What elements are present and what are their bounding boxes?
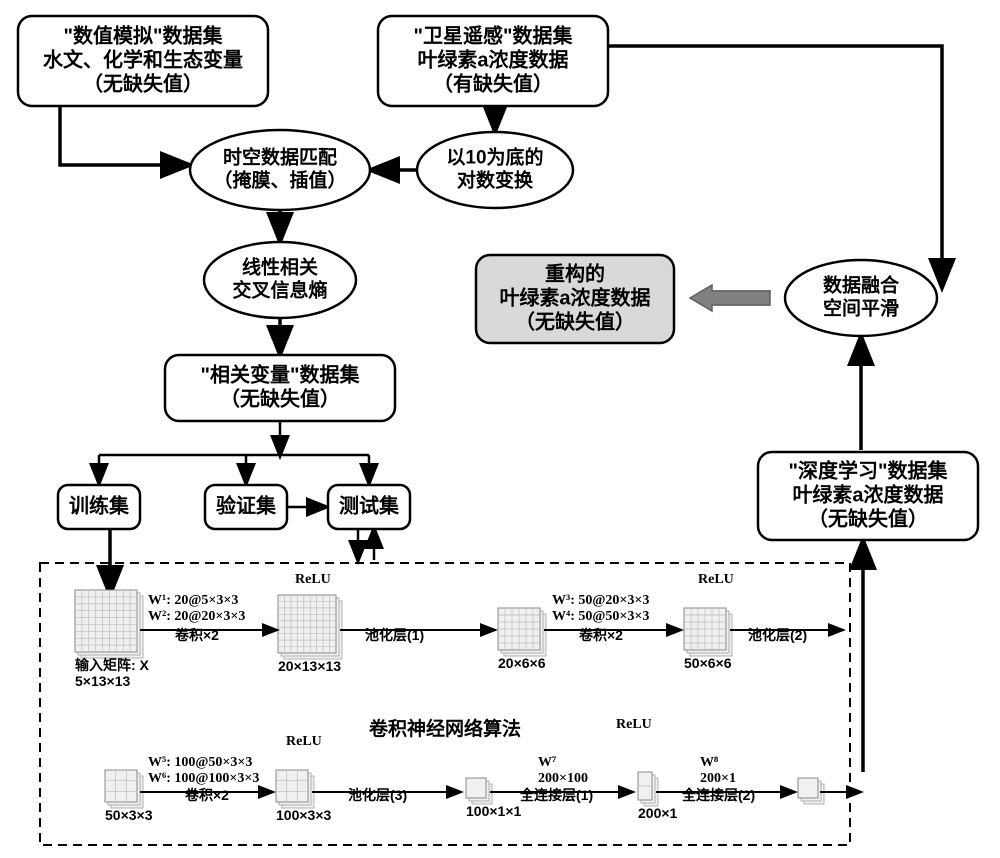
cnn-labels: W³: 50@20×3×3W⁴: 50@50×3×3 bbox=[552, 593, 649, 624]
svg-text:200×1: 200×1 bbox=[638, 805, 678, 821]
svg-text:数据融合: 数据融合 bbox=[823, 274, 900, 297]
thick-arrow bbox=[690, 285, 770, 311]
cnn-op: 全连接层(2) bbox=[681, 787, 755, 803]
svg-text:"相关变量"数据集: "相关变量"数据集 bbox=[201, 362, 361, 386]
cnn-op: 卷积×2 bbox=[184, 787, 229, 803]
svg-text:训练集: 训练集 bbox=[69, 493, 130, 517]
svg-text:叶绿素a浓度数据: 叶绿素a浓度数据 bbox=[417, 47, 568, 71]
svg-text:（无缺失值）: （无缺失值） bbox=[83, 71, 203, 95]
svg-text:（有缺失值）: （有缺失值） bbox=[433, 71, 553, 95]
cnn-relu: ReLU bbox=[286, 734, 322, 749]
svg-text:（无缺失值）: （无缺失值） bbox=[808, 506, 928, 530]
edge bbox=[608, 46, 942, 286]
svg-text:全连接层(2): 全连接层(2) bbox=[681, 787, 755, 803]
edge bbox=[60, 106, 188, 165]
cnn-relu: ReLU bbox=[698, 572, 734, 587]
svg-text:W⁴: 50@50×3×3: W⁴: 50@50×3×3 bbox=[552, 609, 649, 624]
n3: 时空数据匹配（掩膜、插值） bbox=[190, 130, 370, 210]
cnn-grid: 100×3×3 bbox=[276, 770, 331, 823]
n5: 线性相关交叉信息熵 bbox=[204, 242, 356, 318]
cnn-relu: ReLU bbox=[295, 572, 331, 587]
svg-text:W³: 50@20×3×3: W³: 50@20×3×3 bbox=[552, 593, 649, 608]
svg-text:100×3×3: 100×3×3 bbox=[276, 807, 331, 823]
svg-text:"深度学习"数据集: "深度学习"数据集 bbox=[789, 458, 949, 482]
svg-text:"卫星遥感"数据集: "卫星遥感"数据集 bbox=[414, 23, 574, 47]
svg-text:时空数据匹配: 时空数据匹配 bbox=[223, 146, 337, 169]
svg-text:200×1: 200×1 bbox=[700, 771, 736, 786]
cnn-grid: 200×1 bbox=[638, 772, 678, 821]
svg-text:水文、化学和生态变量: 水文、化学和生态变量 bbox=[43, 47, 243, 71]
svg-text:W⁵: 100@50×3×3: W⁵: 100@50×3×3 bbox=[148, 755, 252, 770]
svg-text:以10为底的: 以10为底的 bbox=[446, 146, 543, 169]
svg-text:全连接层(1): 全连接层(1) bbox=[519, 787, 593, 803]
svg-text:卷积×2: 卷积×2 bbox=[184, 787, 229, 803]
svg-text:ReLU: ReLU bbox=[286, 734, 322, 749]
n6: "相关变量"数据集（无缺失值） bbox=[165, 355, 395, 421]
cnn-labels: W⁸200×1 bbox=[700, 755, 736, 786]
svg-text:ReLU: ReLU bbox=[698, 572, 734, 587]
n7: 训练集 bbox=[58, 485, 140, 529]
svg-text:50×6×6: 50×6×6 bbox=[684, 655, 732, 671]
n1: "数值模拟"数据集水文、化学和生态变量（无缺失值） bbox=[18, 16, 268, 106]
svg-text:测试集: 测试集 bbox=[339, 493, 400, 517]
n2: "卫星遥感"数据集叶绿素a浓度数据（有缺失值） bbox=[378, 16, 608, 106]
svg-text:W¹: 20@5×3×3: W¹: 20@5×3×3 bbox=[148, 593, 238, 608]
svg-text:重构的: 重构的 bbox=[545, 261, 605, 285]
svg-text:20×13×13: 20×13×13 bbox=[278, 658, 341, 674]
n8: 验证集 bbox=[205, 485, 287, 529]
svg-text:线性相关: 线性相关 bbox=[242, 256, 318, 279]
svg-text:ReLU: ReLU bbox=[295, 572, 331, 587]
cnn-labels: W¹: 20@5×3×3W²: 20@20×3×3 bbox=[148, 593, 245, 624]
n12: "深度学习"数据集叶绿素a浓度数据（无缺失值） bbox=[758, 452, 978, 540]
svg-text:验证集: 验证集 bbox=[216, 493, 277, 517]
cnn-grid: 20×6×6 bbox=[498, 608, 546, 671]
cnn-relu: ReLU bbox=[616, 717, 652, 732]
svg-text:对数变换: 对数变换 bbox=[457, 168, 534, 191]
svg-text:5×13×13: 5×13×13 bbox=[75, 673, 130, 689]
cnn-labels: W⁷200×100 bbox=[538, 755, 588, 786]
svg-text:200×100: 200×100 bbox=[538, 771, 588, 786]
svg-text:W⁷: W⁷ bbox=[538, 755, 556, 770]
svg-text:叶绿素a浓度数据: 叶绿素a浓度数据 bbox=[499, 285, 650, 309]
svg-text:叶绿素a浓度数据: 叶绿素a浓度数据 bbox=[792, 482, 943, 506]
svg-text:ReLU: ReLU bbox=[616, 717, 652, 732]
n9: 测试集 bbox=[328, 485, 410, 529]
n10: 重构的叶绿素a浓度数据（无缺失值） bbox=[476, 255, 674, 343]
cnn-grid: 50×3×3 bbox=[105, 770, 153, 823]
svg-text:（无缺失值）: （无缺失值） bbox=[220, 386, 340, 410]
svg-text:100×1×1: 100×1×1 bbox=[466, 803, 521, 819]
svg-text:（掩膜、插值）: （掩膜、插值） bbox=[213, 168, 346, 191]
svg-text:20×6×6: 20×6×6 bbox=[498, 655, 546, 671]
svg-text:池化层(3): 池化层(3) bbox=[348, 787, 407, 803]
cnn-op: 池化层(3) bbox=[348, 787, 407, 803]
svg-text:输入矩阵: X: 输入矩阵: X bbox=[75, 657, 150, 673]
svg-text:W⁶: 100@100×3×3: W⁶: 100@100×3×3 bbox=[148, 771, 259, 786]
cnn-grid: 100×1×1 bbox=[466, 778, 521, 819]
svg-text:W⁸: W⁸ bbox=[700, 755, 718, 770]
svg-text:空间平滑: 空间平滑 bbox=[823, 296, 899, 319]
n11: 数据融合空间平滑 bbox=[785, 260, 937, 336]
cnn-labels: W⁵: 100@50×3×3W⁶: 100@100×3×3 bbox=[148, 755, 259, 786]
cnn-grid: 50×6×6 bbox=[684, 608, 732, 671]
svg-text:（无缺失值）: （无缺失值） bbox=[515, 309, 635, 333]
cnn-title: 卷积神经网络算法 bbox=[368, 717, 521, 740]
svg-text:交叉信息熵: 交叉信息熵 bbox=[232, 278, 327, 301]
cnn-op: 全连接层(1) bbox=[519, 787, 593, 803]
flowchart-diagram: 输入矩阵: X5×13×13W¹: 20@5×3×3W²: 20@20×3×3卷… bbox=[0, 0, 1000, 858]
cnn-grid: 输入矩阵: X5×13×13 bbox=[75, 590, 150, 689]
cnn-grid: 20×13×13 bbox=[278, 595, 342, 674]
n4: 以10为底的对数变换 bbox=[417, 132, 573, 208]
svg-text:"数值模拟"数据集: "数值模拟"数据集 bbox=[64, 23, 224, 47]
svg-text:W²: 20@20×3×3: W²: 20@20×3×3 bbox=[148, 609, 245, 624]
svg-text:50×3×3: 50×3×3 bbox=[105, 807, 153, 823]
